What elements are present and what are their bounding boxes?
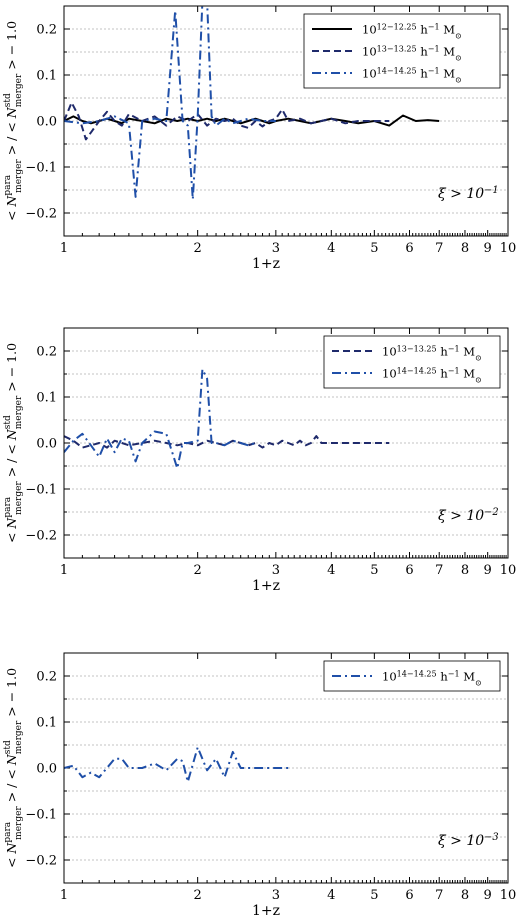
plot-frame [63, 652, 509, 884]
y-tick-label: 0.2 [36, 670, 57, 685]
x-tick-label: 5 [370, 888, 378, 903]
y-tick-label: −0.1 [25, 161, 57, 176]
y-tick-label: 0.0 [36, 437, 57, 452]
x-tick-label: 8 [461, 563, 469, 578]
series-line-2 [64, 101, 390, 141]
x-tick-label: 3 [272, 241, 280, 256]
y-tick-label: −0.2 [25, 854, 57, 869]
legend-label: 1012−12.25 h−1 M⊙ [362, 22, 462, 40]
x-tick-label: 1 [60, 563, 68, 578]
x-tick-label: 10 [500, 563, 517, 578]
x-axis-label: 1+z [252, 578, 280, 594]
x-tick-label: 5 [370, 241, 378, 256]
x-tick-label: 3 [272, 888, 280, 903]
threshold-annotation: ξ > 10−2 [438, 507, 499, 525]
y-tick-label: −0.2 [25, 207, 57, 222]
x-tick-label: 7 [435, 563, 443, 578]
x-tick-label: 6 [405, 241, 413, 256]
y-axis-label: < Nparamerger > / < Nstdmerger > − 1.0 [3, 21, 24, 221]
x-tick-label: 4 [327, 563, 335, 578]
threshold-annotation: ξ > 10−1 [438, 185, 499, 203]
x-tick-label: 3 [272, 563, 280, 578]
x-tick-label: 10 [500, 888, 517, 903]
chart-panel-3: −0.2 −0.1 0.0 0.1 0.2 1 2 3 4 5 6 7 8 9 10 1+z < Nparame… [3, 652, 517, 919]
x-tick-label: 9 [484, 241, 492, 256]
chart-panel-1: −0.2 −0.1 0.0 0.1 0.2 1 2 3 4 5 6 7 8 9 10 1+z < Nparame… [3, 5, 517, 272]
x-tick-label: 2 [194, 563, 202, 578]
x-tick-label: 6 [405, 563, 413, 578]
x-tick-label: 8 [461, 241, 469, 256]
y-tick-label: 0.1 [36, 69, 57, 84]
series-line-3 [64, 6, 276, 201]
x-tick-label: 4 [327, 888, 335, 903]
series-line-1 [64, 746, 289, 783]
y-tick-label: 0.1 [36, 716, 57, 731]
y-tick-label: 0.0 [36, 115, 57, 130]
x-tick-label: 10 [500, 241, 517, 256]
y-tick-label: −0.1 [25, 808, 57, 823]
legend-label: 1013−13.25 h−1 M⊙ [362, 44, 462, 62]
legend-box [323, 335, 501, 389]
x-tick-label: 2 [194, 241, 202, 256]
legend-label: 1014−14.25 h−1 M⊙ [362, 66, 462, 84]
x-tick-label: 7 [435, 241, 443, 256]
legend-label: 1013−13.25 h−1 M⊙ [382, 344, 482, 362]
x-tick-label: 2 [194, 888, 202, 903]
series-line-1 [64, 435, 390, 449]
y-axis-label: < Nparamerger > / < Nstdmerger > − 1.0 [3, 343, 24, 543]
x-tick-label: 8 [461, 888, 469, 903]
plot-frame [63, 5, 509, 237]
x-tick-label: 1 [60, 241, 68, 256]
plot-frame [63, 327, 509, 559]
legend-label: 1014−14.25 h−1 M⊙ [382, 669, 482, 687]
y-tick-label: −0.1 [25, 483, 57, 498]
x-axis-label: 1+z [252, 903, 280, 919]
y-tick-label: 0.2 [36, 23, 57, 38]
x-tick-label: 7 [435, 888, 443, 903]
x-tick-label: 5 [370, 563, 378, 578]
threshold-annotation: ξ > 10−3 [438, 832, 499, 850]
x-tick-label: 9 [484, 888, 492, 903]
x-tick-label: 6 [405, 888, 413, 903]
legend-label: 1014−14.25 h−1 M⊙ [382, 366, 482, 384]
x-tick-label: 9 [484, 563, 492, 578]
series-line-2 [64, 368, 256, 470]
y-tick-label: 0.1 [36, 391, 57, 406]
y-tick-label: 0.0 [36, 762, 57, 777]
y-tick-label: 0.2 [36, 345, 57, 360]
chart-panel-2: −0.2 −0.1 0.0 0.1 0.2 1 2 3 4 5 6 7 8 9 10 1+z < Nparame… [3, 327, 517, 594]
y-axis-label: < Nparamerger > / < Nstdmerger > − 1.0 [3, 668, 24, 868]
y-tick-label: −0.2 [25, 529, 57, 544]
x-tick-label: 1 [60, 888, 68, 903]
x-tick-label: 4 [327, 241, 335, 256]
x-axis-label: 1+z [252, 256, 280, 272]
